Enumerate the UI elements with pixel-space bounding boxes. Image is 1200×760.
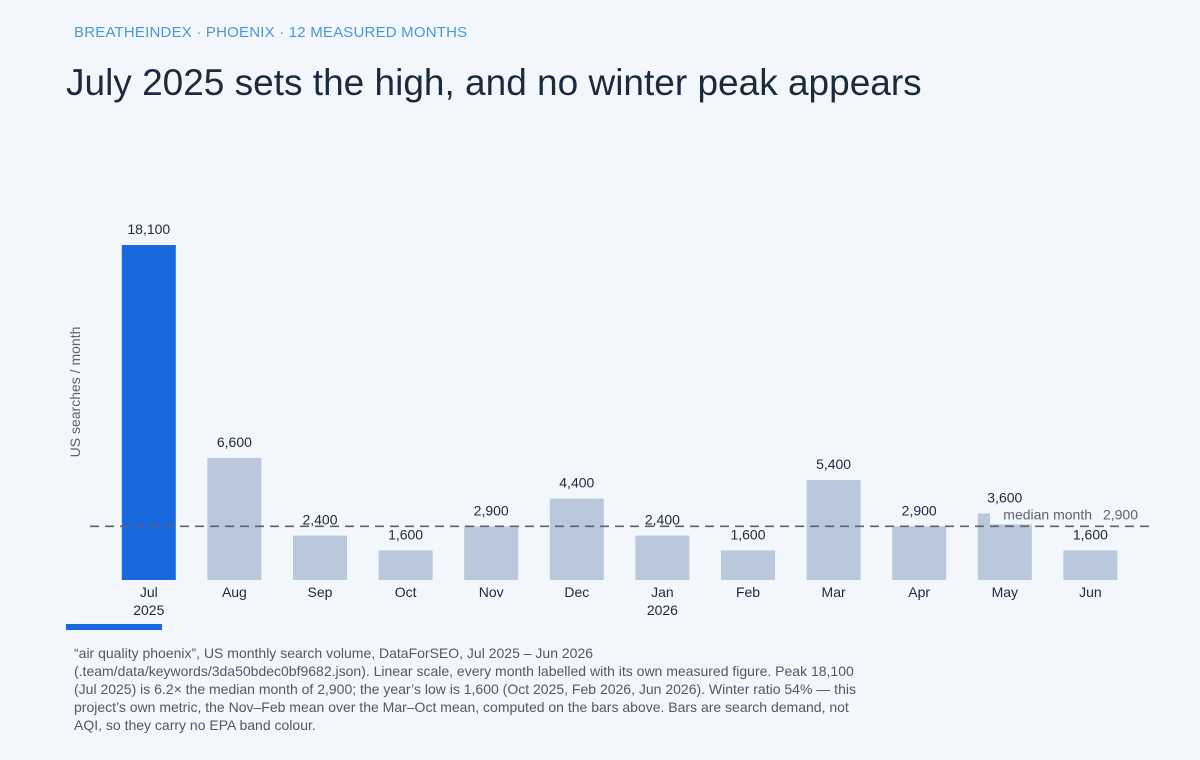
bar-nov (464, 526, 519, 580)
x-tick-label-nov: Nov (479, 584, 504, 600)
value-label-jul: 18,100 (127, 221, 170, 237)
x-tick-label-jun: Jun (1079, 584, 1102, 600)
x-tick-label-sep: Sep (308, 584, 333, 600)
bar-feb (721, 550, 775, 580)
value-label-mar: 5,400 (816, 456, 851, 472)
bar-jun (1063, 550, 1118, 580)
chart-caption: “air quality phoenix”, US monthly search… (74, 645, 856, 733)
chart-kicker: BREATHEINDEX · PHOENIX · 12 MEASURED MON… (74, 24, 468, 41)
x-tick-label-apr: Apr (908, 584, 930, 600)
value-label-nov: 2,900 (474, 502, 509, 518)
bar-dec (549, 498, 604, 580)
value-label-may: 3,600 (987, 489, 1022, 505)
bar-chart: 18,100 6,600 2,400 1,600 2,900 4,400 2,400 1,60… (67, 221, 1155, 618)
accent-rule (66, 624, 162, 630)
value-label-jun: 1,600 (1073, 526, 1108, 542)
median-label: median month (1003, 506, 1092, 522)
y-axis-label: US searches / month (67, 327, 83, 458)
x-tick-year-2025: 2025 (133, 602, 164, 618)
value-label-aug: 6,600 (217, 434, 252, 450)
bar-may (977, 513, 1032, 580)
median-value-label: 2,900 (1103, 506, 1138, 522)
bar-apr (892, 526, 947, 580)
x-tick-label-mar: Mar (822, 584, 846, 600)
median-label-backdrop (990, 506, 1140, 525)
x-tick-label-may: May (992, 584, 1018, 600)
bar-jul (121, 245, 176, 580)
value-label-oct: 1,600 (388, 526, 423, 542)
bar-aug (207, 457, 262, 580)
x-tick-label-jul: Jul (140, 584, 158, 600)
value-label-dec: 4,400 (559, 475, 594, 491)
bar-sep (293, 535, 347, 580)
value-label-sep: 2,400 (302, 512, 337, 528)
x-tick-year-2026: 2026 (647, 602, 678, 618)
x-tick-label-jan: Jan (651, 584, 674, 600)
x-tick-label-dec: Dec (564, 584, 589, 600)
bar-oct (378, 550, 433, 580)
bar-mar (806, 480, 861, 580)
x-tick-label-oct: Oct (395, 584, 417, 600)
x-tick-label-aug: Aug (222, 584, 247, 600)
value-label-jan: 2,400 (645, 512, 680, 528)
x-tick-label-feb: Feb (736, 584, 760, 600)
chart-title: July 2025 sets the high, and no winter p… (66, 62, 922, 103)
bar-jan (635, 535, 690, 580)
value-label-feb: 1,600 (730, 526, 765, 542)
value-label-apr: 2,900 (902, 502, 937, 518)
